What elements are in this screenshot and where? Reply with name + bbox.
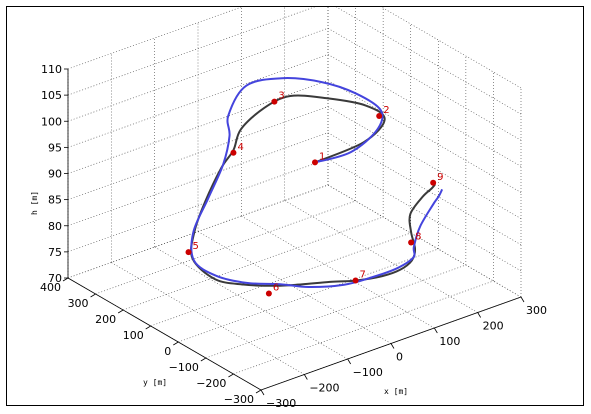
z-axis-label: h [m]	[30, 191, 39, 215]
x-tick-label: 200	[483, 320, 504, 333]
grid-line	[327, 1, 522, 115]
waypoint-marker	[230, 149, 237, 156]
y-tick-mark	[255, 389, 262, 394]
waypoint-label: 9	[437, 172, 443, 183]
waypoint-marker	[271, 98, 278, 105]
x-tick-mark	[347, 358, 352, 365]
z-tick-label: 110	[41, 63, 62, 76]
x-tick-label: 0	[396, 351, 403, 364]
waypoint-label: 4	[237, 142, 243, 153]
waypoint-marker	[265, 290, 272, 297]
grid-line	[67, 158, 329, 253]
grid-line	[284, 200, 478, 313]
x-tick-mark	[260, 389, 265, 396]
y-tick-label: 400	[40, 281, 61, 294]
y-tick-label: −200	[196, 377, 226, 390]
x-tick-label: −200	[309, 382, 339, 395]
tick-layer: −300 −200 −100 0 100 200 300 400 300 200 100 0 −100 −…	[40, 63, 547, 410]
z-tick-label: 80	[48, 220, 62, 233]
x-tick-label: 300	[526, 304, 547, 317]
y-tick-mark	[145, 325, 151, 330]
x-tick-mark	[433, 327, 438, 334]
grid-line	[233, 280, 494, 375]
x-tick-label: 100	[439, 335, 460, 348]
y-tick-label: 200	[95, 313, 116, 326]
x-tick-mark	[520, 296, 525, 303]
waypoint-marker	[185, 249, 192, 256]
grid-line	[67, 184, 329, 279]
plot-3d: −300 −200 −100 0 100 200 300 400 300 200 100 0 −100 −…	[30, 0, 547, 410]
waypoint-marker	[430, 179, 437, 186]
grid-line	[241, 215, 435, 329]
z-tick-label: 100	[41, 115, 62, 128]
grid-line	[67, 80, 329, 174]
y-axis-line	[67, 277, 262, 391]
y-axis-label: y [m]	[143, 378, 167, 387]
grid-line	[67, 106, 329, 200]
z-tick-label: 90	[48, 168, 62, 181]
waypoint-label: 5	[193, 241, 199, 252]
y-tick-mark	[62, 277, 69, 282]
y-tick-label: 0	[164, 345, 171, 358]
grid-layer	[67, 0, 522, 391]
x-tick-label: −300	[266, 397, 296, 407]
grid-line	[123, 216, 384, 311]
z-tick-label: 70	[48, 272, 62, 285]
figure-frame: −300 −200 −100 0 100 200 300 400 300 200 100 0 −100 −…	[6, 0, 584, 410]
grid-line	[67, 132, 329, 227]
waypoint-label: 6	[273, 283, 279, 294]
series-layer	[190, 77, 443, 289]
waypoint-marker	[408, 239, 415, 246]
z-tick-label: 75	[48, 246, 62, 259]
waypoint-label: 3	[278, 91, 284, 102]
y-tick-mark	[228, 373, 234, 378]
grid-line	[67, 27, 329, 122]
waypoint-label: 8	[415, 232, 421, 243]
waypoint-marker	[352, 277, 359, 284]
grid-line	[67, 0, 262, 70]
x-tick-label: −100	[353, 366, 383, 379]
y-tick-mark	[90, 293, 96, 298]
waypoint-label: 7	[360, 270, 366, 281]
grid-line	[327, 132, 522, 246]
y-tick-mark	[117, 309, 124, 314]
z-tick-label: 85	[48, 194, 62, 207]
grid-line	[327, 80, 522, 193]
waypoint-marker	[311, 159, 318, 166]
grid-line	[67, 54, 329, 148]
grid-line	[205, 264, 466, 359]
x-tick-mark	[390, 343, 395, 349]
grid-line	[111, 262, 305, 375]
grid-line	[197, 231, 392, 344]
grid-line	[368, 0, 522, 89]
waypoint-marker	[376, 113, 383, 120]
y-tick-label: 100	[123, 329, 144, 342]
waypoint-label: 1	[319, 151, 325, 162]
grid-line	[327, 184, 522, 298]
grid-line	[327, 158, 522, 272]
y-tick-mark	[200, 357, 207, 362]
z-tick-label: 105	[41, 89, 62, 102]
x-tick-mark	[477, 312, 482, 318]
grid-line	[178, 248, 439, 343]
grid-line	[95, 200, 356, 295]
y-tick-label: −300	[224, 393, 254, 406]
grid-line	[327, 54, 522, 167]
waypoint-label: 2	[383, 105, 389, 116]
waypoint-layer: 1 2 3 4 5 6 7 8 9	[185, 91, 444, 297]
grid-line	[327, 27, 522, 141]
grid-line	[67, 1, 329, 96]
x-tick-mark	[303, 374, 308, 380]
grid-line	[150, 232, 411, 327]
y-tick-label: 300	[68, 297, 89, 310]
y-tick-mark	[173, 341, 179, 346]
y-tick-label: −100	[169, 361, 199, 374]
trajectory-2	[190, 77, 443, 289]
grid-line	[154, 246, 348, 360]
x-axis-label: x [m]	[384, 387, 408, 396]
z-tick-label: 95	[48, 141, 62, 154]
grid-line	[327, 106, 522, 219]
